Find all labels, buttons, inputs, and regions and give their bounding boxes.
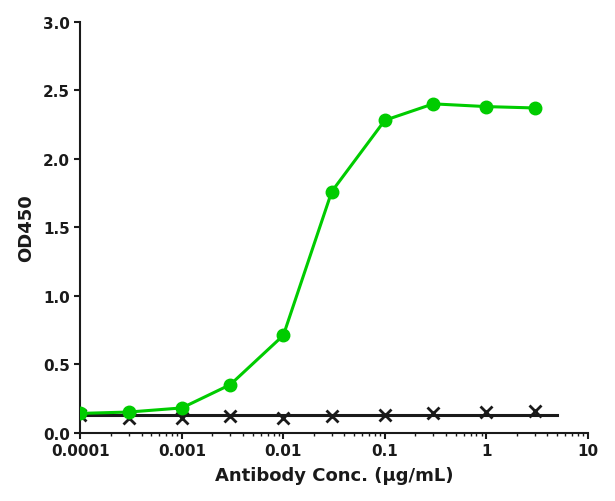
X-axis label: Antibody Conc. (μg/mL): Antibody Conc. (μg/mL) xyxy=(215,466,453,484)
Y-axis label: OD450: OD450 xyxy=(17,194,34,262)
